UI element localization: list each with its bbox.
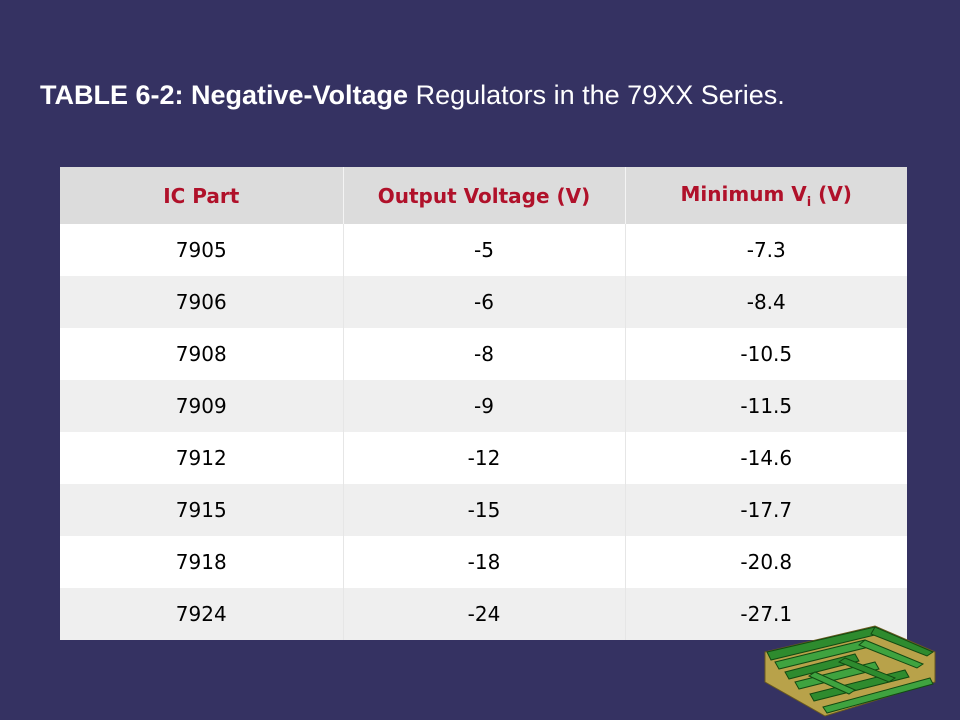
- cell-minimum-vi: -20.8: [625, 536, 907, 588]
- header-minimum-vi-post: (V): [811, 181, 852, 206]
- cell-minimum-vi: -10.5: [625, 328, 907, 380]
- cell-output-voltage: -15: [343, 484, 626, 536]
- slide-title: TABLE 6-2: Negative-Voltage Regulators i…: [40, 80, 940, 111]
- cell-output-voltage: -5: [343, 224, 626, 276]
- cell-output-voltage: -9: [343, 380, 626, 432]
- title-bold: TABLE 6-2: Negative-Voltage: [40, 80, 409, 110]
- table-row: 7906 -6 -8.4: [60, 276, 907, 328]
- cell-minimum-vi: -14.6: [625, 432, 907, 484]
- cell-output-voltage: -18: [343, 536, 626, 588]
- cell-minimum-vi: -8.4: [625, 276, 907, 328]
- regulator-table: IC Part Output Voltage (V) Minimum Vi (V…: [60, 167, 907, 640]
- cell-ic-part: 7909: [60, 380, 344, 432]
- cell-minimum-vi: -17.7: [625, 484, 907, 536]
- header-minimum-vi-pre: Minimum V: [680, 181, 807, 206]
- title-rest: Regulators in the 79XX Series.: [408, 80, 785, 110]
- table-row: 7915 -15 -17.7: [60, 484, 907, 536]
- cell-minimum-vi: -11.5: [625, 380, 907, 432]
- cell-output-voltage: -24: [343, 588, 626, 640]
- header-minimum-vi-sub: i: [806, 194, 812, 210]
- cell-ic-part: 7905: [60, 224, 344, 276]
- table-row: 7912 -12 -14.6: [60, 432, 907, 484]
- cell-ic-part: 7915: [60, 484, 344, 536]
- cell-output-voltage: -6: [343, 276, 626, 328]
- cell-ic-part: 7918: [60, 536, 344, 588]
- cell-ic-part: 7912: [60, 432, 344, 484]
- cell-output-voltage: -12: [343, 432, 626, 484]
- maze-logo-icon: [764, 625, 936, 717]
- header-output-voltage: Output Voltage (V): [343, 167, 626, 224]
- header-ic-part: IC Part: [60, 167, 344, 224]
- cell-ic-part: 7908: [60, 328, 344, 380]
- table-row: 7918 -18 -20.8: [60, 536, 907, 588]
- table-row: 7909 -9 -11.5: [60, 380, 907, 432]
- table-row: 7905 -5 -7.3: [60, 224, 907, 276]
- cell-minimum-vi: -7.3: [625, 224, 907, 276]
- cell-ic-part: 7924: [60, 588, 344, 640]
- table-header-row: IC Part Output Voltage (V) Minimum Vi (V…: [60, 167, 907, 224]
- header-minimum-vi: Minimum Vi (V): [625, 167, 907, 224]
- cell-output-voltage: -8: [343, 328, 626, 380]
- table-row: 7908 -8 -10.5: [60, 328, 907, 380]
- cell-ic-part: 7906: [60, 276, 344, 328]
